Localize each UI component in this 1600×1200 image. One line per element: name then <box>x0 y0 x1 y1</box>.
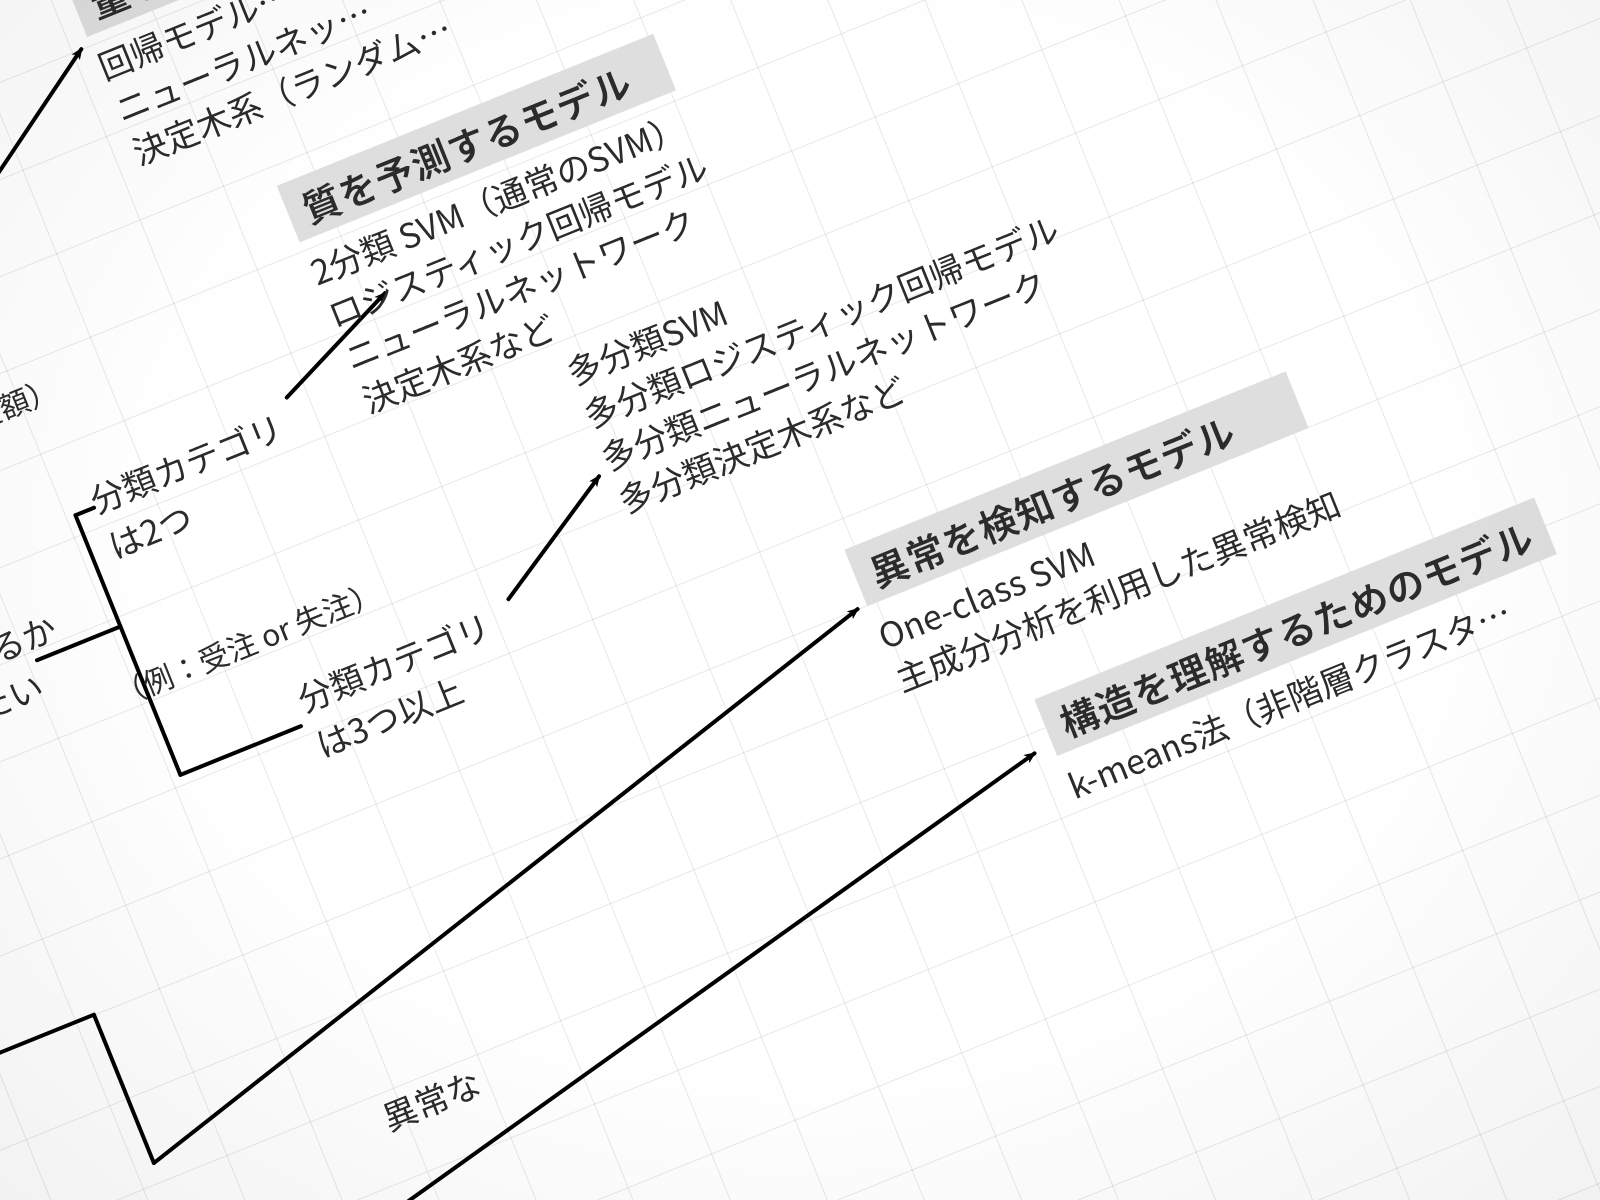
connector-branch-to-two-h <box>75 508 94 515</box>
connector-three-to-multi <box>478 476 629 599</box>
connector-root-to-anomaly-elbow-h <box>0 1015 94 1090</box>
connector-branch-to-three-h <box>180 726 301 775</box>
connector-root-to-anomaly-elbow-v <box>94 1015 154 1163</box>
connector-root-to-structure <box>228 753 1113 1200</box>
diagram-world: を予測したい （例：売上金額） どこに分類されるか予測したい （例：受注 or … <box>0 0 1600 1200</box>
viewport: を予測したい （例：売上金額） どこに分類されるか予測したい （例：受注 or … <box>0 0 1600 1200</box>
